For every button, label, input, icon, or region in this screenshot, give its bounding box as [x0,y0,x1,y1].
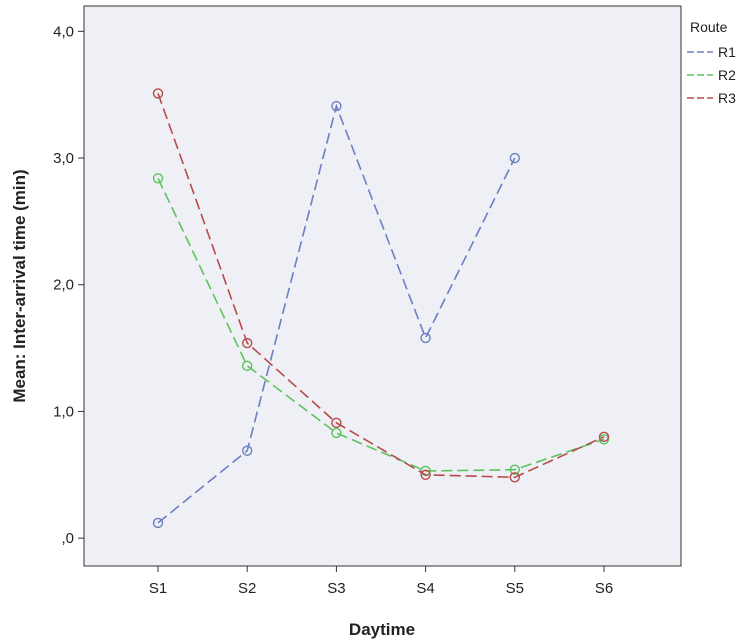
data-point [241,337,253,349]
series-r3 [152,88,610,483]
series-line-r1 [157,103,516,524]
y-tick-label: ,0 [61,530,74,547]
series-r1 [152,100,520,529]
data-point [331,427,342,439]
data-point [241,445,253,456]
x-tick-label: S6 [595,580,613,597]
series-line-r3 [157,93,605,479]
legend-label: R3 [718,90,736,106]
data-point [420,332,431,344]
series-line-r2 [157,177,605,472]
y-axis: ,0 1,0 2,0 3,0 4,0 [53,23,84,547]
plot-area [83,5,682,567]
x-tick-label: S4 [416,580,434,597]
data-point [241,360,253,372]
legend-label: R2 [718,67,736,83]
x-tick-label: S5 [506,580,524,597]
x-tick-label: S3 [327,580,345,597]
data-point [420,469,431,480]
series-layer [152,88,610,529]
series-r2 [152,173,610,477]
data-point [331,417,342,429]
legend: Route R1 R2 R3 [687,19,736,106]
legend-title: Route [690,19,728,35]
legend-label: R1 [718,44,736,60]
data-point [598,431,610,442]
data-point [509,472,520,483]
x-axis-title: Daytime [349,620,415,639]
x-tick-label: S2 [238,580,256,597]
y-tick-label: 4,0 [53,23,74,40]
data-point [509,464,520,475]
y-tick-label: 1,0 [53,403,74,420]
y-tick-label: 3,0 [53,150,74,167]
x-tick-label: S1 [149,580,167,597]
data-point [152,173,164,184]
y-axis-title: Mean: Inter-arrival time (min) [10,169,29,402]
data-point [331,100,342,112]
data-point [152,517,164,529]
y-tick-label: 2,0 [53,277,74,294]
x-axis: S1 S2 S3 S4 S5 S6 [149,566,613,597]
data-point [152,88,164,99]
data-point [509,152,520,164]
